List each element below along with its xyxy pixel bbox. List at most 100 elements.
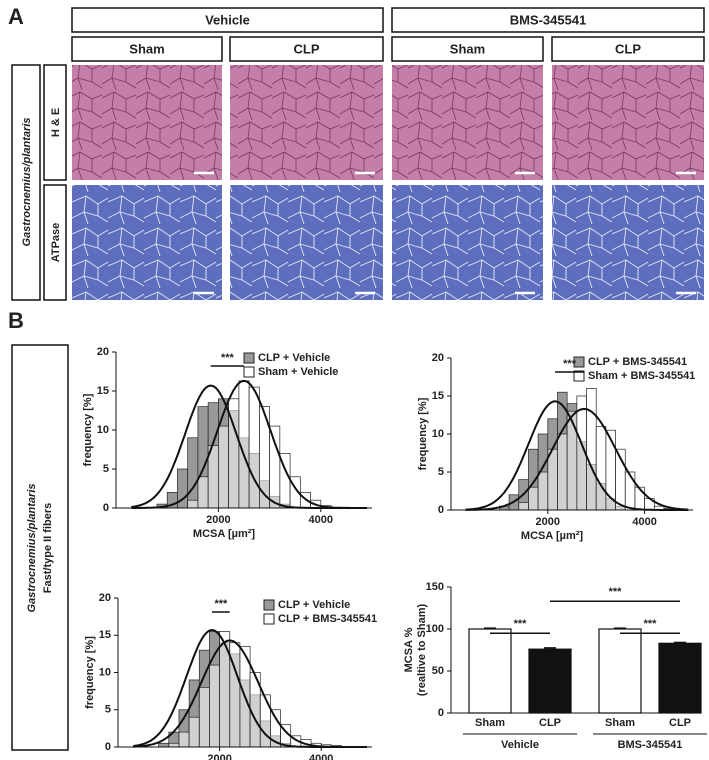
y-tick-label: 0	[103, 502, 109, 514]
bar	[586, 388, 597, 511]
tissue-box	[11, 344, 69, 751]
x-tick-label: Sham	[475, 717, 505, 729]
bar	[197, 476, 209, 509]
y-tick-label: 0	[438, 707, 444, 719]
micrograph	[230, 185, 383, 300]
legend-swatch	[263, 599, 275, 611]
bar	[158, 742, 170, 748]
y-tick-label: 150	[426, 581, 444, 593]
bar	[198, 687, 210, 748]
fit-curve	[131, 379, 367, 509]
bar	[598, 628, 642, 714]
bar	[188, 716, 200, 748]
bar	[468, 628, 512, 714]
legend-swatch	[573, 356, 585, 368]
bar	[537, 471, 549, 511]
panel-b: Gastrocnemius/plantaris Fast/type II fibe…	[11, 344, 69, 751]
condition-label: CLP	[294, 41, 320, 56]
y-tick-label: 0	[105, 741, 111, 753]
significance-label: ***	[221, 352, 235, 364]
bar	[528, 648, 572, 714]
condition-label: CLP	[615, 41, 641, 56]
significance-label: ***	[214, 598, 228, 610]
y-tick-label: 15	[97, 385, 109, 397]
y-axis-label: frequency [%]	[84, 636, 96, 709]
bar	[634, 486, 645, 511]
y-axis-label: frequency [%]	[417, 397, 429, 470]
bar	[218, 425, 229, 509]
legend-swatch	[573, 370, 585, 382]
bar	[658, 642, 702, 714]
bar	[259, 694, 271, 748]
bar	[168, 742, 180, 748]
y-axis-label: frequency [%]	[82, 393, 94, 466]
group-box	[71, 7, 384, 33]
bar	[595, 426, 607, 511]
bar	[209, 664, 220, 748]
tissue-label: Gastrocnemius/plantaris	[26, 484, 38, 613]
bar	[187, 437, 199, 509]
legend-swatch	[243, 366, 255, 378]
legend-label: CLP + BMS-345541	[278, 613, 377, 625]
legend-label: Sham + Vehicle	[258, 366, 338, 378]
y-tick-label: 15	[432, 390, 444, 402]
group-label: BMS-345541	[618, 739, 683, 751]
x-tick-label: 2000	[206, 514, 230, 526]
panel-a: Vehicle BMS-345541 Sham CLP Sham CLP Gastrocne…	[11, 7, 705, 301]
condition-box	[71, 36, 223, 62]
stain-label: H & E	[50, 108, 62, 137]
bar	[624, 471, 636, 511]
x-tick-label: 2000	[207, 753, 231, 760]
y-tick-label: 20	[99, 592, 111, 604]
condition-box	[391, 36, 544, 62]
significance-label: ***	[609, 586, 623, 598]
fit-curve	[465, 407, 689, 511]
micrograph	[552, 185, 704, 300]
x-tick-label: Sham	[605, 717, 635, 729]
y-axis-label: MCSA %	[403, 627, 415, 672]
condition-box	[229, 36, 384, 62]
bar	[248, 386, 260, 509]
significance-label: ***	[514, 618, 528, 630]
y-tick-label: 5	[105, 704, 111, 716]
legend-label: CLP + BMS-345541	[588, 356, 687, 368]
panel-label: B	[8, 308, 24, 333]
y-tick-label: 0	[438, 504, 444, 516]
y-tick-label: 20	[432, 352, 444, 364]
legend-swatch	[243, 352, 255, 364]
panel-label: A	[8, 4, 24, 29]
significance-label: ***	[563, 358, 577, 370]
group-box	[391, 7, 705, 33]
x-tick-label: CLP	[669, 717, 691, 729]
x-tick-label: CLP	[539, 717, 561, 729]
condition-label: Sham	[129, 41, 164, 56]
bar	[557, 433, 568, 511]
bar	[566, 410, 578, 511]
y-tick-label: 10	[432, 428, 444, 440]
legend-swatch	[263, 613, 275, 625]
condition-box	[551, 36, 705, 62]
micrograph	[72, 185, 222, 300]
micrograph	[392, 185, 543, 300]
y-tick-label: 10	[97, 424, 109, 436]
significance-label: ***	[644, 618, 658, 630]
legend-label: CLP + Vehicle	[278, 599, 350, 611]
condition-label: Sham	[450, 41, 485, 56]
bar	[269, 425, 281, 509]
stain-label: ATPase	[50, 223, 62, 263]
x-tick-label: 4000	[309, 753, 333, 760]
y-tick-label: 15	[99, 629, 111, 641]
y-tick-label: 5	[103, 463, 109, 475]
stain-box	[43, 64, 67, 181]
x-tick-label: 4000	[309, 514, 333, 526]
micrograph	[552, 65, 704, 180]
group-label: BMS-345541	[510, 12, 587, 27]
legend-label: CLP + Vehicle	[258, 352, 330, 364]
y-tick-label: 100	[426, 623, 444, 635]
bar	[547, 448, 558, 511]
micrograph	[392, 65, 543, 180]
stain-box	[43, 184, 67, 301]
bar	[187, 499, 199, 509]
tissue-label: Gastrocnemius/plantaris	[21, 118, 33, 247]
